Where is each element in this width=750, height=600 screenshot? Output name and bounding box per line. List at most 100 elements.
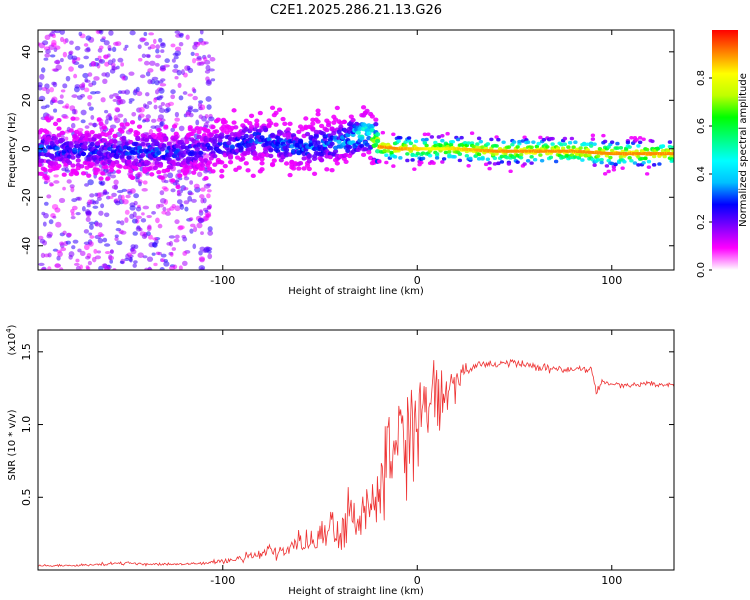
snr-ticks (38, 330, 674, 570)
spectrogram-cell (48, 219, 54, 225)
spectrogram-cell (40, 267, 47, 270)
spectrogram-cell (398, 136, 403, 140)
spectrogram-cell (148, 32, 155, 36)
spectrogram-cell (350, 117, 356, 123)
spectrogram-cell (121, 135, 127, 141)
spectrogram-cell (196, 55, 202, 60)
spectrogram-cell (68, 51, 73, 55)
spectrogram-cell (664, 152, 668, 156)
spectrogram-cell (46, 194, 52, 199)
colorbar-tick-label: 0.4 (696, 166, 707, 182)
spectrogram-cell (144, 41, 150, 46)
spectrogram-cell (133, 244, 139, 250)
spectrogram-cell (602, 139, 608, 144)
spectrogram-cell (159, 175, 165, 180)
spectrogram-cell (282, 121, 288, 126)
spectrogram-cell (635, 152, 639, 156)
spectrogram-cell (45, 88, 50, 95)
spectrogram-cell (85, 255, 91, 260)
spectrogram-cell (184, 167, 190, 173)
spectrogram-cell (327, 154, 333, 160)
spectrogram-cell (205, 96, 212, 102)
spectrogram-cell (142, 119, 146, 123)
spectrogram-cell (482, 149, 486, 153)
spectrogram-cell (222, 163, 228, 169)
spectrogram-cell (420, 151, 426, 155)
colorbar-label: Normalized spectral amplitude (738, 73, 749, 227)
spectrogram-cell (511, 140, 517, 144)
spectrogram-cell (189, 180, 194, 185)
spectrogram-cell (99, 30, 104, 35)
spectrogram-cell (110, 162, 116, 167)
spectrogram-cell (52, 215, 57, 219)
spectrogram-cell (108, 128, 115, 133)
colorbar-gradient (712, 30, 738, 270)
spectrogram-cell (332, 149, 339, 154)
spectrogram-cell (166, 141, 172, 146)
spectrogram-cell (140, 218, 147, 223)
spectrogram-cell (624, 152, 628, 156)
spectrogram-cell (158, 203, 164, 208)
spectrogram-cell (38, 158, 45, 164)
spectrogram-cell (38, 42, 41, 46)
spectrogram-cell (668, 152, 672, 156)
spectrogram-cell (98, 45, 104, 50)
spectrogram-cell (203, 122, 209, 128)
spectrogram-cell (419, 160, 424, 165)
spectrogram-cell (86, 266, 91, 270)
spectrogram-cell (40, 252, 46, 259)
spectrogram-cell (62, 186, 66, 191)
spectrogram-cell (441, 157, 447, 161)
spectrogram-cell (156, 150, 162, 156)
spectrogram-cell (174, 205, 181, 212)
spectrogram-cell (487, 166, 492, 171)
spectrogram-cell (331, 130, 337, 136)
spectrogram-cell (114, 154, 120, 160)
spectrogram-cell (636, 163, 641, 167)
spectrogram-cell (158, 87, 165, 94)
spectrogram-cell (524, 149, 528, 153)
spectrogram-cell (603, 151, 607, 155)
spectrogram-cell (203, 183, 211, 189)
spectrogram-cell (96, 196, 102, 201)
spectrogram-cell (97, 237, 104, 244)
spectrogram-xlabel: Height of straight line (km) (288, 286, 424, 297)
spectrogram-cell (81, 82, 86, 88)
spectrogram-cell (259, 156, 265, 162)
spectrogram-cell (56, 249, 62, 254)
spectrogram-cell (41, 87, 48, 91)
spectrogram-cell (341, 119, 347, 125)
spectrogram-cell (71, 205, 78, 211)
spectrogram-cell (329, 168, 335, 173)
spectrogram-cell (183, 176, 190, 181)
spectrogram-cell (92, 205, 99, 209)
spectrogram-cell (59, 30, 65, 35)
spectrogram-cell (139, 74, 146, 79)
spectrogram-cell (343, 159, 349, 164)
spectrogram-cell (51, 96, 58, 103)
spectrogram-cell (208, 132, 214, 138)
spectrogram-cell (607, 151, 611, 155)
spectrogram-cell (483, 162, 489, 167)
spectrogram-cell (462, 140, 468, 145)
spectrogram-cell (192, 58, 197, 64)
spectrogram-cell (592, 142, 597, 146)
spectrogram-cell (324, 167, 330, 172)
spectrogram-cell (108, 30, 114, 36)
spectrogram-cell (315, 140, 321, 145)
spectrogram-cell (55, 221, 62, 228)
spectrogram-cell (494, 152, 499, 156)
spectrogram-cell (192, 108, 199, 113)
spectrogram-cell (54, 263, 61, 269)
spectrogram-cell (452, 155, 457, 159)
spectrogram-cell (666, 152, 670, 156)
spectrogram-cell (187, 195, 193, 202)
spectrogram-cell (116, 140, 123, 147)
spectrogram-cell (248, 138, 255, 143)
snr-ytick-label: 0.5 (20, 489, 33, 507)
spectrogram-cell (107, 135, 112, 140)
spectrogram-cell (120, 230, 127, 235)
spectrogram-cell (193, 226, 198, 233)
spectrogram-cell (44, 53, 51, 58)
spectrogram-cell (559, 149, 563, 153)
